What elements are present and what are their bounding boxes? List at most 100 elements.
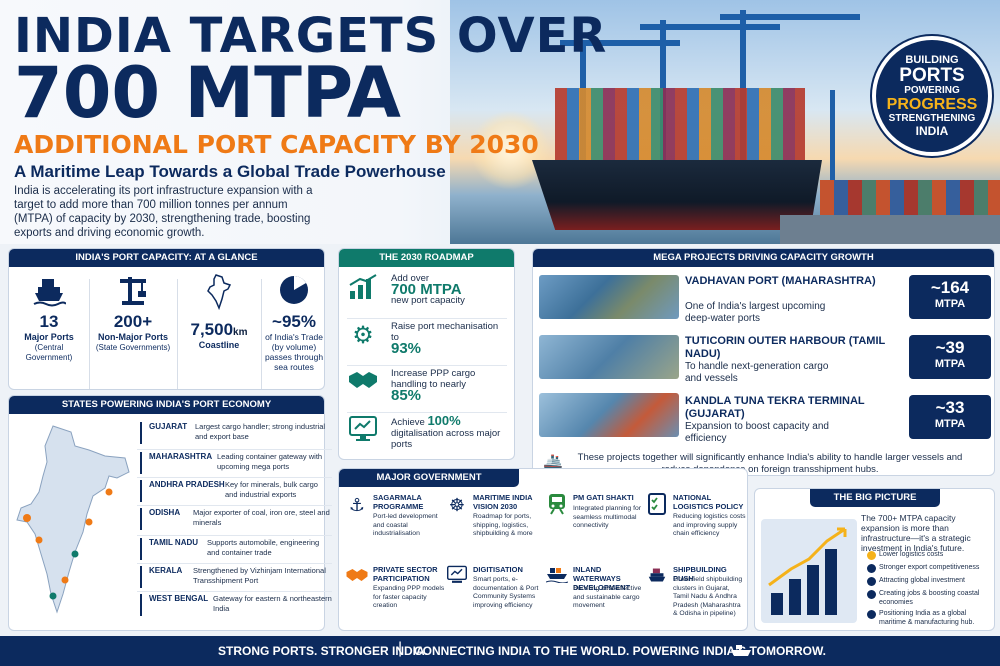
roadmap-pre: Achieve — [391, 417, 425, 428]
crane-icon — [120, 277, 146, 305]
state-row: GUJARAT Largest cargo handler; strong in… — [137, 422, 332, 450]
bigpicture-text: Positioning India as a global maritime &… — [879, 610, 975, 626]
mega-value-box: ~164 MTPA — [909, 275, 991, 319]
glance-label: Non-Major Ports — [97, 332, 168, 342]
state-row: KERALA Strengthened by Vizhinjam Interna… — [137, 566, 332, 592]
roadmap-pre: Increase PPP cargo handling to nearly — [391, 368, 476, 390]
states-panel: STATES POWERING INDIA'S PORT ECONOMY GUJ… — [8, 395, 332, 631]
roadmap-post: digitalisation across major ports — [391, 428, 501, 450]
bigpicture-panel: THE BIG PICTURE The 700+ MTPA capacity e… — [754, 488, 995, 631]
gov-desc: Port-led development and coastal industr… — [373, 513, 438, 537]
mega-desc: Expansion to boost capacity and efficien… — [685, 421, 829, 444]
mega-value-box: ~39 MTPA — [909, 335, 991, 379]
glance-sub: (State Governments) — [95, 343, 171, 352]
ship-icon: 🚢 — [543, 455, 563, 472]
crane-boom — [560, 40, 680, 46]
title-line1: INDIA TARGETS OVER — [14, 8, 608, 64]
gov-title: PM GATI SHAKTI — [573, 493, 634, 502]
divider — [347, 365, 507, 366]
gov-item: PM GATI SHAKTI Integrated planning for s… — [545, 493, 643, 553]
glance-panel: INDIA'S PORT CAPACITY: AT A GLANCE 13 Ma… — [8, 248, 325, 390]
gov-desc: Integrated planning for seamless multimo… — [573, 505, 642, 529]
badge-l1: BUILDING — [905, 54, 959, 66]
state-desc: Supports automobile, engineering and con… — [207, 538, 320, 557]
title-line2: 700 MTPA — [14, 52, 401, 134]
crane-boom — [640, 24, 780, 30]
states-heading: STATES POWERING INDIA'S PORT ECONOMY — [9, 396, 324, 414]
glance-item: ~95% of India's Trade (by volume) passes… — [263, 273, 325, 372]
mega-heading: MEGA PROJECTS DRIVING CAPACITY GROWTH — [533, 249, 994, 267]
glance-item: 200+ Non-Major Ports (State Governments) — [93, 273, 173, 353]
bigpicture-lead: The 700+ MTPA capacity expansion is more… — [861, 513, 971, 553]
state-bar — [140, 566, 142, 588]
gov-title: SHIPBUILDING PUSH — [673, 565, 727, 583]
glance-label: of India's Trade (by volume) passes thro… — [264, 332, 324, 372]
ship-icon — [645, 565, 669, 589]
mega-name: VADHAVAN PORT (MAHARASHTRA) — [685, 275, 876, 287]
glance-label: Major Ports — [24, 332, 74, 342]
kandla-terminal-photo — [539, 393, 679, 437]
roadmap-panel: THE 2030 ROADMAP Add over 700 MTPA new p… — [338, 248, 515, 460]
bigpicture-item: Positioning India as a global maritime &… — [867, 610, 992, 627]
mega-name: TUTICORIN OUTER HARBOUR (TAMIL NADU) — [685, 335, 886, 360]
crane-boom — [720, 14, 860, 20]
glance-item: 13 Major Ports (Central Government) — [13, 273, 85, 363]
state-bar — [140, 594, 142, 616]
footer-bar: STRONG PORTS. STRONGER INDIA. | CONNECTI… — [0, 636, 1000, 666]
globe-icon — [867, 610, 876, 619]
gov-item: INLAND WATERWAYS DEVELOPMENT Boosting co… — [545, 565, 643, 625]
badge-l2: PORTS — [899, 65, 965, 86]
state-desc: Gateway for eastern & northeastern India — [213, 594, 332, 613]
gov-desc: Reducing logistics costs and improving s… — [673, 513, 746, 537]
footer-divider: | — [398, 640, 403, 657]
coin-icon — [867, 551, 876, 560]
growth-chart-icon — [761, 519, 857, 623]
state-name: TAMIL NADU — [149, 538, 199, 547]
state-desc: Leading container gateway with upcoming … — [217, 452, 323, 471]
roadmap-text: Increase PPP cargo handling to nearly 85… — [391, 368, 503, 404]
roadmap-big: 700 MTPA — [391, 281, 462, 298]
globe-icon — [867, 577, 876, 586]
gov-title: PRIVATE SECTOR PARTICIPATION — [373, 565, 438, 583]
mega-desc: To handle next-generation cargo and vess… — [685, 361, 829, 384]
mega-unit: MTPA — [934, 418, 966, 430]
bigpicture-heading: THE BIG PICTURE — [810, 489, 940, 507]
vadhavan-port-photo — [539, 275, 679, 319]
badge-l4: PROGRESS — [886, 96, 978, 113]
state-desc: Largest cargo handler; strong industrial… — [195, 422, 326, 441]
state-name: ODISHA — [149, 508, 181, 517]
handshake-icon — [345, 368, 381, 398]
glance-unit: km — [233, 327, 248, 338]
growth-chart-icon — [345, 273, 381, 303]
subtitle: A Maritime Leap Towards a Global Trade P… — [14, 162, 446, 181]
bigpicture-item: Attracting global investment — [867, 577, 992, 586]
chart-screen-icon — [445, 565, 469, 589]
train-icon — [545, 493, 569, 517]
ship-icon — [33, 279, 67, 307]
divider — [177, 279, 178, 389]
state-row: TAMIL NADU Supports automobile, engineer… — [137, 538, 332, 564]
roadmap-pre: Add over — [391, 273, 430, 284]
roadmap-big: 85% — [391, 387, 422, 404]
roadmap-item: ⚙ Raise port mechanisation to 93% — [345, 321, 505, 363]
handshake-icon — [345, 565, 369, 589]
bigpicture-item: Creating jobs & boosting coastal economi… — [867, 590, 992, 607]
state-bar — [140, 452, 142, 474]
state-name: GUJARAT — [149, 422, 188, 431]
footer-left: STRONG PORTS. STRONGER INDIA. — [218, 644, 429, 658]
crane-icon — [830, 90, 835, 190]
state-name: KERALA — [149, 566, 183, 575]
mega-unit: MTPA — [934, 358, 966, 370]
state-name: WEST BENGAL — [149, 594, 209, 603]
state-desc: Key for minerals, bulk cargo and industr… — [225, 480, 318, 499]
hero-banner: INDIA TARGETS OVER 700 MTPA ADDITIONAL P… — [0, 0, 1000, 244]
gov-title: SAGARMALA PROGRAMME — [373, 493, 424, 511]
bigpicture-text: Stronger export competitiveness — [879, 564, 980, 571]
glance-label: Coastline — [198, 340, 240, 350]
gear-icon: ⚙ — [352, 322, 374, 349]
state-row: MAHARASHTRA Leading container gateway wi… — [137, 452, 332, 478]
ship-icon — [730, 644, 752, 661]
gov-title: INLAND WATERWAYS DEVELOPMENT — [573, 565, 631, 592]
chart-icon — [867, 564, 876, 573]
roadmap-heading: THE 2030 ROADMAP — [339, 249, 514, 267]
